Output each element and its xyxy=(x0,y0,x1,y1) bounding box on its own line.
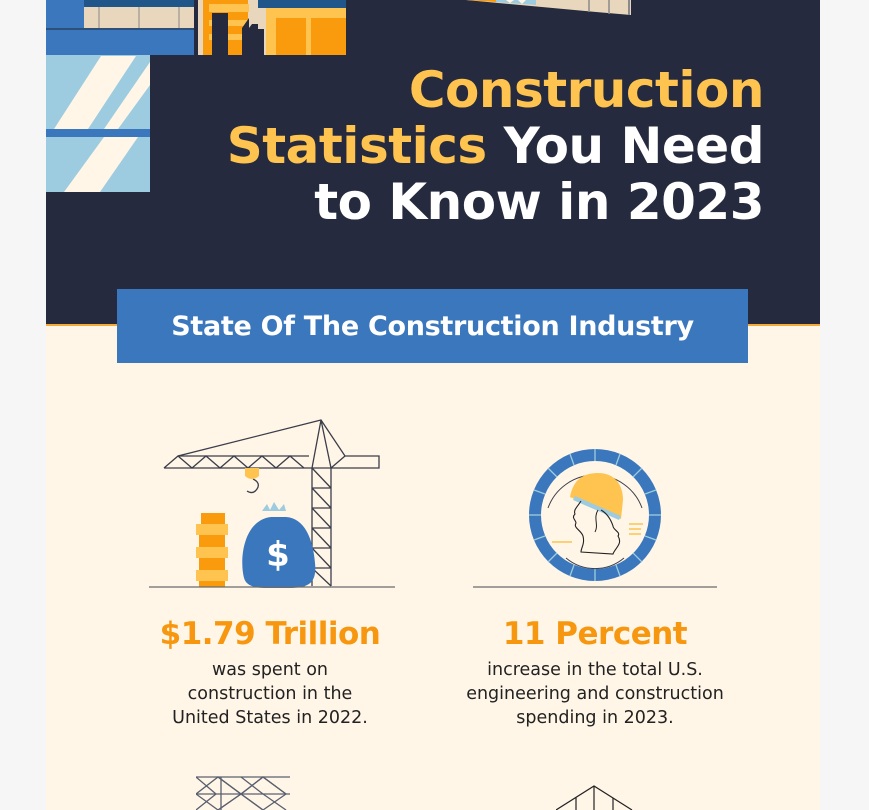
quarter-coin-hardhat-icon xyxy=(473,449,717,588)
stat-description-line: increase in the total U.S. xyxy=(487,660,703,680)
stat-card-spending: $1.79 Trillion was spent on construction… xyxy=(150,616,390,730)
tilted-panel-icon xyxy=(466,0,631,15)
stat-description: was spent on construction in the United … xyxy=(150,658,390,730)
roof-frame-icon xyxy=(556,785,633,810)
stat-description-line: was spent on xyxy=(211,660,329,680)
building-illustration-icon xyxy=(46,0,346,192)
hero-header: Construction Statistics You Need to Know… xyxy=(46,0,820,325)
crane-money-bag-icon: $ xyxy=(149,419,395,588)
svg-text:$: $ xyxy=(266,535,290,575)
stat-description-line: United States in 2022. xyxy=(172,708,368,728)
stat-card-increase: 11 Percent increase in the total U.S. en… xyxy=(450,616,740,730)
scaffolding-icon xyxy=(196,776,290,810)
stat-description-line: spending in 2023. xyxy=(516,708,674,728)
section-title: State Of The Construction Industry xyxy=(171,310,694,342)
title-line-2-highlight: Statistics xyxy=(226,117,487,175)
title-line-2-rest: You Need xyxy=(486,117,765,175)
title-line-3: to Know in 2023 xyxy=(314,173,764,231)
infographic: Construction Statistics You Need to Know… xyxy=(46,0,820,810)
stat-description-line: construction in the xyxy=(187,684,353,704)
stat-description-line: engineering and construction xyxy=(466,684,724,704)
title-line-1: Construction xyxy=(408,61,765,119)
section-banner: State Of The Construction Industry xyxy=(117,289,748,363)
page-title: Construction Statistics You Need to Know… xyxy=(226,61,765,231)
stat-value: $1.79 Trillion xyxy=(159,616,381,652)
stat-description: increase in the total U.S. engineering a… xyxy=(450,658,740,730)
stat-value: 11 Percent xyxy=(502,616,688,652)
